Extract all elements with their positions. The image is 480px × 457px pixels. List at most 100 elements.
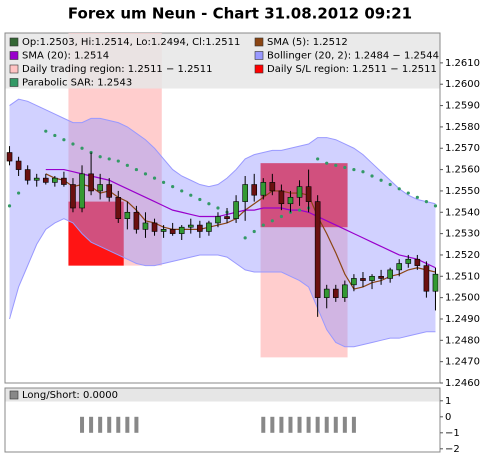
candle-body (160, 229, 167, 232)
sar-dot (134, 167, 139, 172)
legend-swatch (9, 37, 19, 47)
bar (333, 416, 338, 433)
legend-label: Bollinger (20, 2): 1.2484 − 1.2544 (267, 51, 439, 62)
y-tick-label: 1.2460 (445, 378, 480, 389)
legend-swatch (9, 51, 19, 60)
bollinger-upper (9, 98, 436, 205)
candle-body (197, 224, 203, 232)
candle-body (151, 222, 158, 232)
candle-body (423, 265, 430, 292)
legend-label: Daily S/L region: 1.2511 − 1.2511 (267, 64, 437, 75)
candle-body (405, 258, 412, 264)
legend-bg (5, 33, 440, 89)
candle-body (251, 184, 258, 196)
sar-dot (152, 176, 157, 180)
y-tick-label: 1 (445, 396, 451, 407)
sar-dot (325, 161, 329, 165)
sar-dot (98, 155, 102, 159)
sar-dot (125, 163, 129, 167)
bollinger-lower (9, 218, 436, 348)
y-tick-label: 0 (445, 412, 451, 423)
sar-dot (116, 159, 120, 163)
sar-dot (62, 138, 66, 142)
overlay: 1.2460 1.2470 1.2480 1.2490 1.2500 1.2510 1.25… (5, 33, 480, 455)
y-tick-label: 1.2580 (445, 122, 480, 133)
legend-swatch (254, 64, 264, 74)
bar (351, 416, 356, 433)
candle-body (169, 229, 176, 234)
candle-body (106, 184, 113, 198)
legend-label: Daily trading region: 1.2511 − 1.2511 (22, 64, 213, 75)
bar (98, 416, 103, 433)
bar (324, 416, 329, 433)
sar-dot (16, 191, 21, 195)
candle-body (342, 284, 348, 298)
sar-dot (71, 142, 75, 146)
sar-dot (171, 185, 175, 189)
candle-body (378, 275, 384, 279)
candle-body (369, 275, 375, 281)
candle-body (115, 197, 122, 219)
candle-body (88, 173, 94, 192)
candle-body (215, 216, 221, 224)
candle-body (133, 211, 140, 230)
candle-body (6, 152, 13, 162)
candle-body (360, 278, 366, 281)
legend-swatch (254, 51, 264, 60)
sar-dot (279, 214, 284, 219)
candle-body (142, 222, 149, 230)
sma-line (45, 168, 436, 269)
candle-body (332, 288, 339, 298)
candle-body (387, 269, 393, 279)
legend-bg (5, 388, 440, 402)
candle-body (61, 177, 67, 185)
sar-dot (343, 165, 347, 170)
y-tick-label: 1.2610 (445, 58, 480, 69)
bar (270, 416, 275, 433)
candle-body (269, 182, 276, 192)
sar-dot (107, 157, 111, 161)
bar (279, 416, 284, 433)
candle-body (233, 201, 239, 219)
bar (134, 416, 139, 433)
sar-dot (243, 236, 247, 240)
candle-body (178, 226, 185, 234)
sar-dot (207, 202, 211, 206)
sar-dot (415, 195, 419, 199)
candle-body (42, 177, 49, 183)
sar-dot (406, 191, 410, 195)
bar (89, 416, 94, 433)
sar-dot (143, 172, 148, 176)
y-tick-label: 1.2590 (445, 101, 480, 112)
region (68, 201, 124, 266)
legend-swatch (9, 64, 19, 74)
sar-dot (379, 178, 383, 182)
y-tick-label: 1.2480 (445, 335, 480, 346)
sar-dot (53, 133, 57, 138)
sar-dot (361, 170, 365, 174)
candle-body (432, 273, 439, 292)
bar (261, 416, 266, 433)
y-tick-label: 1.2540 (445, 207, 480, 218)
candle-body (24, 169, 31, 181)
candle-body (224, 216, 230, 219)
candle-body (414, 258, 421, 266)
candle-body (79, 173, 85, 209)
main-plot (6, 33, 439, 358)
y-tick-label: 1.2520 (445, 250, 480, 261)
region (260, 163, 348, 228)
chart-title: Forex um Neun - Chart 31.08.2012 09:21 (68, 5, 412, 23)
y-tick-label: −2 (445, 444, 460, 455)
y-tick-label: 1.2600 (445, 79, 480, 90)
bar (288, 416, 293, 433)
candle-body (206, 222, 212, 232)
candle-body (52, 177, 58, 183)
y-tick-label: 1.2560 (445, 165, 480, 176)
sar-dot (297, 208, 302, 212)
sar-dot (433, 204, 438, 208)
legend-label: SMA (20): 1.2514 (22, 51, 109, 62)
sar-dot (370, 174, 374, 178)
sar-dot (252, 229, 256, 234)
y-tick-label: 1.2510 (445, 271, 480, 282)
candle-body (396, 263, 403, 271)
